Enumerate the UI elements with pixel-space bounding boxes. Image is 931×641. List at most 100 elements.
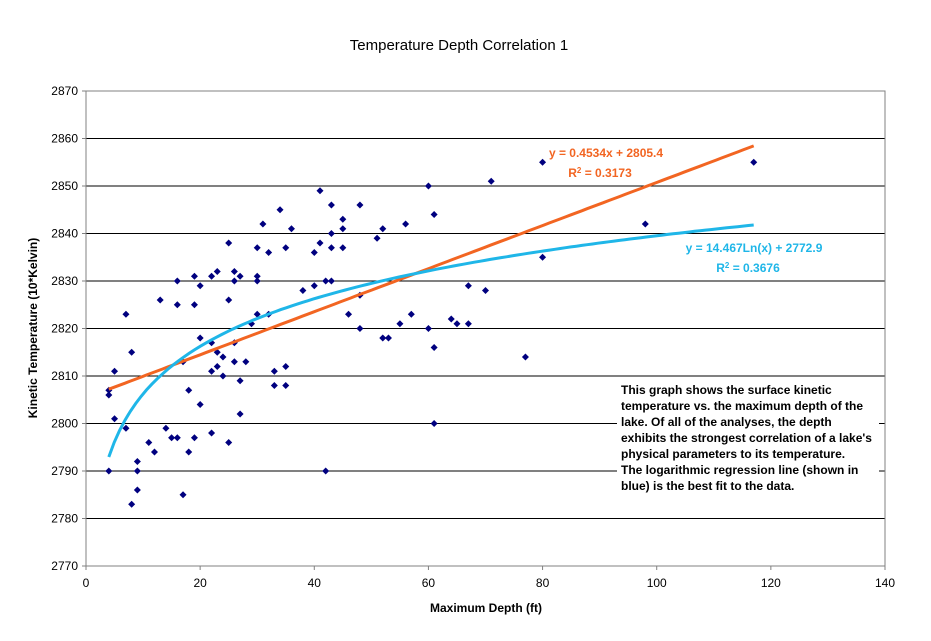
linear-r2: R2 = 0.3173 [568, 166, 632, 181]
data-point [430, 344, 438, 351]
data-point [287, 225, 295, 233]
y-axis-title: Kinetic Temperature (10*Kelvin) [26, 238, 40, 419]
annotation-note: This graph shows the surface kinetic tem… [617, 380, 879, 496]
x-tick-label: 120 [761, 576, 781, 590]
data-point [327, 277, 335, 285]
x-tick-label: 40 [308, 576, 322, 590]
data-point [282, 363, 290, 370]
x-tick-label: 140 [875, 576, 895, 590]
data-point [407, 310, 415, 318]
data-point [322, 467, 330, 475]
data-point [282, 244, 290, 252]
data-point [196, 401, 204, 408]
data-point [356, 325, 364, 332]
y-tick-label: 2790 [51, 464, 78, 478]
data-point [276, 206, 284, 214]
data-point [253, 244, 261, 252]
data-point [105, 467, 113, 475]
data-point [322, 277, 330, 285]
data-point [111, 367, 119, 375]
data-point [641, 220, 649, 228]
x-tick-label: 20 [193, 576, 207, 590]
data-point [196, 334, 204, 342]
data-point [111, 415, 119, 423]
data-point [225, 439, 233, 446]
y-tick-label: 2850 [51, 179, 78, 193]
data-point [208, 429, 216, 437]
data-point [464, 282, 472, 290]
data-point [430, 420, 438, 427]
x-tick-label: 0 [83, 576, 90, 590]
linear-trendline [108, 144, 755, 391]
data-point [539, 253, 547, 261]
data-point [310, 249, 318, 256]
data-point [122, 424, 130, 432]
note-line: The logarithmic regression line (shown i… [621, 463, 859, 493]
gridlines [86, 138, 885, 519]
y-tick-label: 2820 [51, 322, 78, 336]
data-point [345, 310, 353, 318]
data-point [447, 315, 455, 323]
data-point [327, 201, 335, 209]
x-tick-label: 100 [647, 576, 667, 590]
data-point [133, 458, 141, 465]
x-tick-label: 80 [536, 576, 550, 590]
data-point [339, 215, 347, 223]
data-point [253, 310, 261, 318]
y-tick-label: 2810 [51, 369, 78, 383]
y-tick-label: 2840 [51, 227, 78, 241]
data-point [242, 358, 250, 366]
data-point [316, 187, 324, 195]
data-point [424, 182, 432, 190]
data-point [396, 320, 404, 328]
linear-equation: y = 0.4534x + 2805.4 [549, 146, 663, 160]
data-point [339, 225, 347, 233]
data-point [219, 353, 227, 361]
trendlines [107, 144, 755, 458]
data-point [424, 325, 432, 332]
data-point [299, 287, 307, 294]
data-point [128, 500, 136, 508]
data-point [225, 239, 233, 247]
data-point [156, 296, 164, 304]
data-point [133, 467, 141, 475]
x-tick-label: 60 [422, 576, 436, 590]
data-point [190, 434, 198, 442]
data-point [236, 272, 244, 280]
data-point [270, 382, 278, 389]
data-point [185, 386, 193, 394]
data-point [339, 244, 347, 252]
data-point [128, 348, 136, 356]
data-point [253, 272, 261, 280]
data-point [173, 301, 181, 309]
data-point [236, 410, 244, 418]
data-point [236, 377, 244, 385]
data-point [356, 201, 364, 209]
data-point [430, 211, 438, 218]
data-point [173, 277, 181, 285]
note-line: This graph shows the surface kinetic tem… [621, 383, 872, 461]
data-point [213, 268, 221, 275]
data-point [487, 177, 495, 185]
data-point [310, 282, 318, 290]
log-trendline [107, 223, 754, 458]
data-point [162, 424, 170, 432]
data-point [225, 296, 233, 304]
data-point [539, 158, 547, 166]
data-points [105, 158, 758, 508]
data-point [208, 272, 216, 280]
data-point [190, 301, 198, 309]
data-point [185, 448, 193, 456]
log-r2: R2 = 0.3676 [716, 261, 780, 276]
data-point [208, 367, 216, 375]
data-point [173, 434, 181, 442]
data-point [259, 220, 267, 228]
data-point [316, 239, 324, 247]
data-point [105, 391, 113, 399]
data-point [253, 277, 261, 285]
chart-title: Temperature Depth Correlation 1 [350, 37, 568, 54]
data-point [270, 367, 278, 375]
y-tick-label: 2780 [51, 512, 78, 526]
data-point [402, 220, 410, 228]
